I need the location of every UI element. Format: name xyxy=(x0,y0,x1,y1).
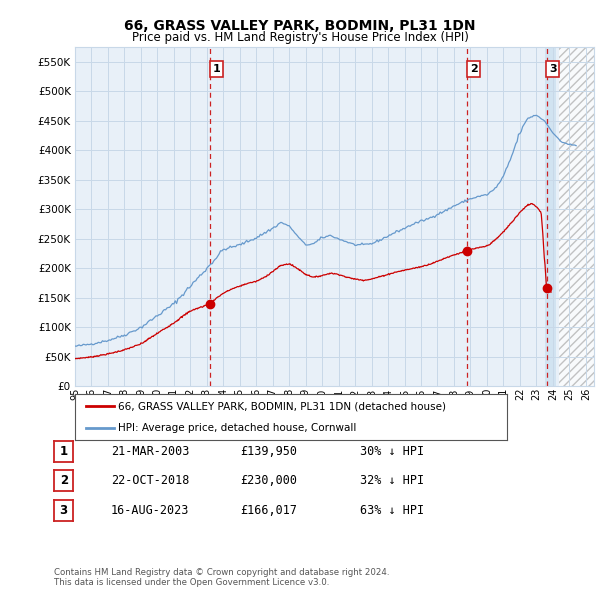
Text: HPI: Average price, detached house, Cornwall: HPI: Average price, detached house, Corn… xyxy=(118,423,356,433)
Bar xyxy=(559,47,594,386)
Text: 3: 3 xyxy=(549,64,557,74)
Text: £230,000: £230,000 xyxy=(240,474,297,487)
Text: 16-AUG-2023: 16-AUG-2023 xyxy=(111,504,190,517)
Text: 1: 1 xyxy=(59,445,68,458)
Text: 21-MAR-2003: 21-MAR-2003 xyxy=(111,445,190,458)
Bar xyxy=(545,47,556,386)
Text: 2: 2 xyxy=(470,64,478,74)
Text: 1: 1 xyxy=(212,64,220,74)
Text: 2: 2 xyxy=(59,474,68,487)
Text: 22-OCT-2018: 22-OCT-2018 xyxy=(111,474,190,487)
Text: £139,950: £139,950 xyxy=(240,445,297,458)
Text: Contains HM Land Registry data © Crown copyright and database right 2024.
This d: Contains HM Land Registry data © Crown c… xyxy=(54,568,389,587)
Text: 30% ↓ HPI: 30% ↓ HPI xyxy=(360,445,424,458)
Text: 66, GRASS VALLEY PARK, BODMIN, PL31 1DN (detached house): 66, GRASS VALLEY PARK, BODMIN, PL31 1DN … xyxy=(118,401,446,411)
Text: 63% ↓ HPI: 63% ↓ HPI xyxy=(360,504,424,517)
Text: 32% ↓ HPI: 32% ↓ HPI xyxy=(360,474,424,487)
Text: 3: 3 xyxy=(59,504,68,517)
Text: 66, GRASS VALLEY PARK, BODMIN, PL31 1DN: 66, GRASS VALLEY PARK, BODMIN, PL31 1DN xyxy=(124,19,476,33)
Text: Price paid vs. HM Land Registry's House Price Index (HPI): Price paid vs. HM Land Registry's House … xyxy=(131,31,469,44)
Text: £166,017: £166,017 xyxy=(240,504,297,517)
